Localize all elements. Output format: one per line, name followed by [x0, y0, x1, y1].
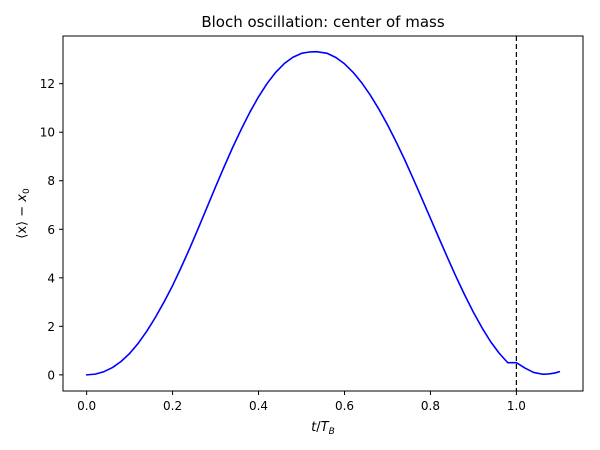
x-tick-label: 0.6	[335, 399, 354, 413]
plot-area	[85, 36, 561, 391]
x-tick-label: 0.8	[421, 399, 440, 413]
x-tick-label: 1.0	[507, 399, 526, 413]
x-tick-label: 0.4	[249, 399, 268, 413]
y-tick-label: 10	[40, 126, 55, 140]
y-tick-label: 6	[47, 223, 55, 237]
y-tick-label: 4	[47, 271, 55, 285]
y-tick-label: 12	[40, 77, 55, 91]
x-axis-ticks: 0.0 0.2 0.4 0.6 0.8 1.0	[77, 391, 526, 413]
y-tick-label: 2	[47, 320, 55, 334]
y-tick-label: 8	[47, 174, 55, 188]
y-axis-label: ⟨x⟩ − x0	[15, 188, 32, 239]
chart-title: Bloch oscillation: center of mass	[201, 13, 445, 31]
series-line	[85, 50, 561, 376]
x-axis-label: t/TB	[311, 420, 335, 437]
axes-frame	[62, 35, 584, 392]
x-tick-label: 0.2	[163, 399, 182, 413]
x-tick-label: 0.0	[77, 399, 96, 413]
y-tick-label: 0	[47, 368, 55, 382]
series-layer	[85, 50, 561, 376]
y-axis-ticks: 0 2 4 6 8 10 12	[40, 77, 63, 382]
